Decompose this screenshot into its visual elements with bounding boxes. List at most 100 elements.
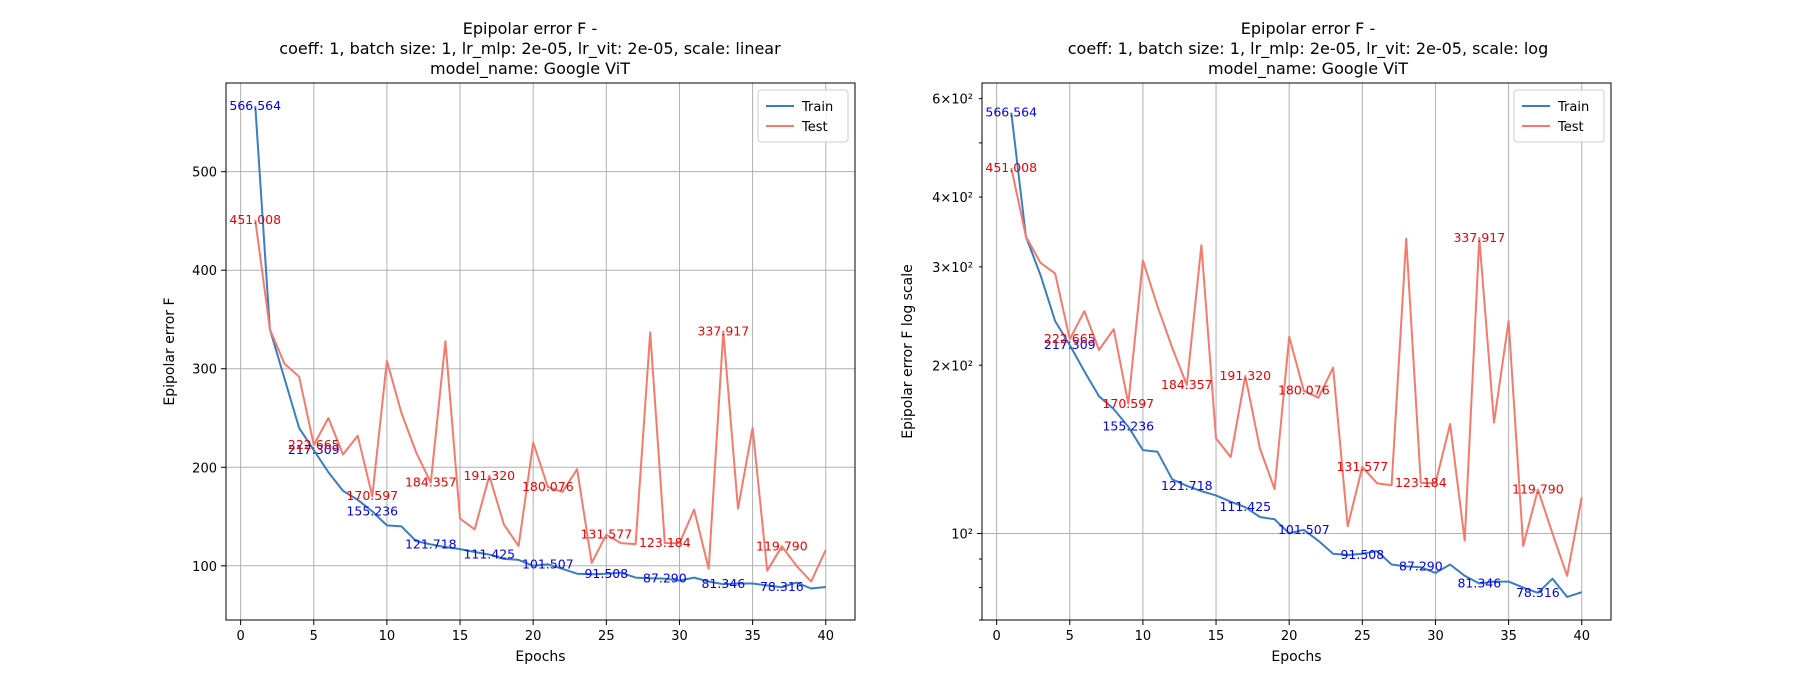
y-tick-label: 100 [192,560,217,575]
legend-label-test: Test [1557,120,1584,135]
x-tick-label: 0 [236,629,244,644]
test-data-label: 170.597 [1102,396,1154,411]
linear-scale-chart: Epipolar error F - coeff: 1, batch size:… [162,19,856,665]
series-line-test [1010,167,1583,577]
train-data-label: 111.425 [1219,499,1271,514]
y-axis-label: Epipolar error F log scale [900,264,916,438]
legend: Train Test [1513,89,1605,143]
train-data-label: 111.425 [463,547,515,562]
train-data-label: 87.290 [1399,558,1443,573]
series-line-train [1010,112,1583,598]
y-tick-label: 4×10² [932,191,973,206]
chart-title-line-2: coeff: 1, batch size: 1, lr_mlp: 2e-05, … [1068,39,1549,59]
test-data-label: 170.597 [346,488,398,503]
y-tick-label: 400 [192,264,217,279]
test-data-label: 451.008 [985,160,1037,175]
test-data-label: 184.357 [1161,377,1213,392]
x-tick-label: 40 [817,629,834,644]
x-tick-label: 30 [671,629,688,644]
data-annotations: 566.564 217.309 155.236 121.718 111.425 101.5… [985,105,1563,600]
train-data-label: 81.346 [701,576,745,591]
y-tick-label: 500 [192,166,217,181]
x-tick-label: 5 [310,629,318,644]
train-data-label: 155.236 [1102,419,1154,434]
x-tick-label: 25 [598,629,615,644]
test-data-label: 451.008 [229,212,281,227]
x-tick-label: 30 [1427,629,1444,644]
test-data-label: 180.076 [1278,383,1330,398]
test-data-label: 131.577 [1336,459,1388,474]
x-axis-label: Epochs [515,649,565,665]
legend-box [1513,89,1605,143]
x-tick-label: 10 [379,629,396,644]
x-tick-label: 20 [1281,629,1298,644]
train-data-label: 101.507 [1278,522,1330,537]
train-data-label: 81.346 [1457,576,1501,591]
x-axis-label: Epochs [1271,649,1321,665]
axis-ticks: 0 5 10 15 20 25 30 35 40 10² 2×10² 3×10² 4×10² 6×10² [932,93,1590,644]
train-data-label: 78.316 [760,579,804,594]
x-tick-label: 35 [1500,629,1517,644]
test-data-label: 337.917 [697,323,749,338]
test-data-label: 119.790 [1512,482,1564,497]
train-data-label: 121.718 [405,536,457,551]
train-data-label: 566.564 [229,98,281,113]
chart-title-line-1: Epipolar error F - [1241,19,1375,38]
plot-frame [981,82,1612,621]
y-tick-label: 200 [192,461,217,476]
test-data-label: 180.076 [522,479,574,494]
train-data-label: 78.316 [1516,585,1560,600]
series-lines [1010,112,1583,598]
train-data-label: 217.309 [288,442,340,457]
y-axis-label: Epipolar error F [162,297,178,405]
x-tick-label: 20 [525,629,542,644]
chart-title-line-2: coeff: 1, batch size: 1, lr_mlp: 2e-05, … [279,39,781,59]
train-data-label: 217.309 [1044,337,1096,352]
y-tick-label: 6×10² [932,93,973,108]
train-data-label: 87.290 [643,570,687,585]
test-data-label: 191.320 [1219,368,1271,383]
chart-title-line-1: Epipolar error F - [463,19,597,38]
test-data-label: 222.665 [288,437,340,452]
legend-label-train: Train [1557,100,1589,115]
train-data-label: 566.564 [985,105,1037,120]
series-lines [254,106,827,590]
test-data-label: 131.577 [580,527,632,542]
axis-ticks: 0 5 10 15 20 25 30 35 40 100 200 300 400 500 [192,166,834,644]
x-tick-label: 5 [1066,629,1074,644]
log-scale-chart: Epipolar error F - coeff: 1, batch size:… [900,19,1612,665]
train-data-label: 101.507 [522,556,574,571]
chart-title-line-3: model_name: Google ViT [430,59,630,79]
test-data-label: 123.184 [1395,475,1447,490]
test-data-label: 184.357 [405,475,457,490]
x-tick-label: 15 [1208,629,1225,644]
grid [982,83,1611,620]
x-tick-label: 35 [744,629,761,644]
train-data-label: 121.718 [1161,478,1213,493]
test-data-label: 191.320 [463,468,515,483]
train-data-label: 155.236 [346,503,398,518]
x-tick-label: 40 [1573,629,1590,644]
test-data-label: 337.917 [1453,230,1505,245]
x-tick-label: 25 [1354,629,1371,644]
y-tick-label: 3×10² [932,261,973,276]
x-tick-label: 15 [452,629,469,644]
y-tick-label: 10² [951,527,973,542]
x-tick-label: 10 [1135,629,1152,644]
test-data-label: 222.665 [1044,331,1096,346]
chart-title-line-3: model_name: Google ViT [1208,59,1408,79]
x-tick-label: 0 [992,629,1000,644]
series-line-train [254,106,826,590]
series-line-test [254,219,827,583]
test-data-label: 119.790 [756,538,808,553]
plot-frame [225,82,856,621]
train-data-label: 91.508 [584,566,628,581]
data-annotations: 566.564 217.309 155.236 121.718 111.425 101.5… [229,98,807,594]
train-data-label: 91.508 [1340,547,1384,562]
test-data-label: 123.184 [639,535,691,550]
y-tick-label: 2×10² [932,359,973,374]
legend-label-test: Test [801,120,828,135]
y-tick-label: 300 [192,363,217,378]
legend-label-train: Train [801,100,833,115]
